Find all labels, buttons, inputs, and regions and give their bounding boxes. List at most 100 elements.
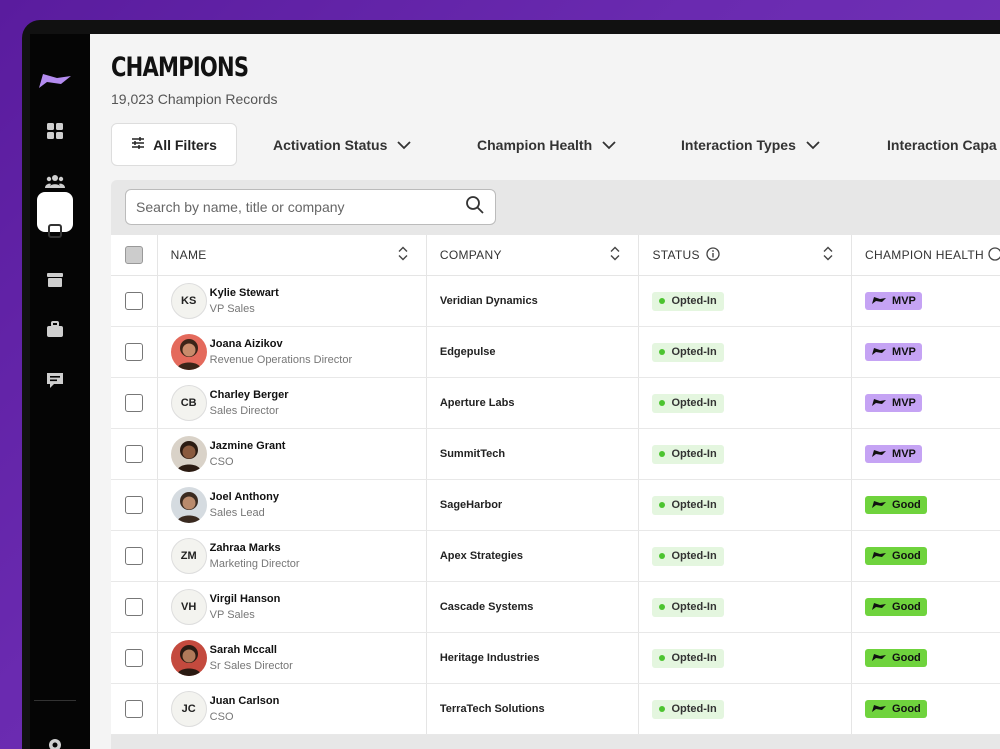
avatar: VH	[170, 589, 207, 625]
info-icon[interactable]	[988, 246, 1000, 264]
sort-icon[interactable]	[610, 246, 620, 264]
filter-champion-health[interactable]: Champion Health	[477, 123, 616, 166]
champion-name[interactable]: Jazmine Grant	[209, 440, 286, 452]
status-dot-icon	[659, 655, 666, 661]
champion-name[interactable]: Kylie Stewart	[209, 287, 279, 299]
status-dot-icon	[659, 349, 666, 355]
filter-label: Champion Health	[477, 136, 593, 153]
row-checkbox[interactable]	[124, 598, 143, 616]
logo-flag-icon[interactable]	[37, 70, 73, 90]
champion-title: VP Sales	[209, 609, 255, 621]
status-label: Opted-In	[671, 397, 717, 409]
flag-icon	[871, 652, 887, 665]
health-label: MVP	[892, 346, 916, 358]
health-badge: Good	[865, 649, 927, 667]
champion-title: Sr Sales Director	[209, 660, 293, 672]
row-checkbox[interactable]	[124, 547, 143, 565]
column-header-company[interactable]: COMPANY	[427, 235, 640, 275]
table-row[interactable]: Joel Anthony Sales Lead SageHarbor Opted…	[111, 480, 1000, 531]
table-row[interactable]: JC Juan Carlson CSO TerraTech Solutions …	[111, 684, 1000, 735]
champions-card-icon[interactable]	[44, 220, 66, 242]
sort-icon[interactable]	[823, 246, 833, 264]
row-checkbox[interactable]	[124, 343, 143, 361]
column-header-status[interactable]: STATUS	[639, 235, 853, 275]
chevron-down-icon	[397, 137, 411, 153]
info-icon[interactable]	[706, 246, 720, 264]
chevron-down-icon	[602, 137, 616, 153]
health-label: MVP	[892, 448, 916, 460]
status-dot-icon	[659, 553, 666, 559]
champion-name[interactable]: Charley Berger	[209, 389, 289, 401]
filter-interaction-capacity[interactable]: Interaction Capa	[887, 123, 997, 166]
company-cell: Apex Strategies	[427, 531, 640, 581]
name-cell: KS Kylie Stewart VP Sales	[158, 276, 427, 326]
champion-name[interactable]: Juan Carlson	[209, 695, 280, 707]
health-label: MVP	[892, 295, 916, 307]
flag-icon	[871, 499, 887, 512]
avatar	[170, 334, 207, 370]
champion-name[interactable]: Zahraa Marks	[209, 542, 281, 554]
message-icon[interactable]	[44, 369, 66, 391]
status-cell: Opted-In	[639, 531, 853, 581]
column-header-champion-health[interactable]: CHAMPION HEALTH	[852, 235, 1000, 275]
health-label: Good	[892, 601, 921, 613]
champion-name[interactable]: Joel Anthony	[209, 491, 279, 503]
people-icon[interactable]	[44, 170, 66, 192]
row-checkbox[interactable]	[124, 445, 143, 463]
name-cell: Sarah Mccall Sr Sales Director	[158, 633, 427, 683]
table-row[interactable]: Joana Aizikov Revenue Operations Directo…	[111, 327, 1000, 378]
table-row[interactable]: Sarah Mccall Sr Sales Director Heritage …	[111, 633, 1000, 684]
company-cell: Edgepulse	[427, 327, 640, 377]
champion-name[interactable]: Virgil Hanson	[209, 593, 281, 605]
name-cell: JC Juan Carlson CSO	[158, 684, 427, 734]
filter-activation-status[interactable]: Activation Status	[273, 123, 411, 166]
all-filters-button[interactable]: All Filters	[111, 123, 237, 166]
company-name: Edgepulse	[439, 346, 496, 358]
champion-title: CSO	[209, 711, 234, 723]
health-badge: MVP	[865, 445, 922, 463]
status-badge: Opted-In	[652, 342, 724, 362]
column-header-name[interactable]: NAME	[158, 235, 427, 275]
table-row[interactable]: Jazmine Grant CSO SummitTech Opted-In MV…	[111, 429, 1000, 480]
search-icon[interactable]	[465, 195, 485, 220]
avatar-initials: CB	[180, 397, 197, 409]
column-label: COMPANY	[439, 248, 502, 262]
settings-gear-icon[interactable]	[44, 734, 66, 749]
table-row[interactable]: KS Kylie Stewart VP Sales Veridian Dynam…	[111, 276, 1000, 327]
row-checkbox[interactable]	[124, 649, 143, 667]
filter-interaction-types[interactable]: Interaction Types	[681, 123, 820, 166]
table-row[interactable]: VH Virgil Hanson VP Sales Cascade System…	[111, 582, 1000, 633]
champion-name[interactable]: Joana Aizikov	[209, 338, 283, 350]
all-filters-label: All Filters	[153, 136, 217, 153]
status-label: Opted-In	[671, 703, 717, 715]
company-name: Cascade Systems	[439, 601, 534, 613]
chevron-down-icon	[806, 137, 820, 153]
archive-icon[interactable]	[44, 269, 66, 291]
avatar-initials: KS	[181, 295, 197, 307]
flag-icon	[871, 346, 887, 359]
champion-name[interactable]: Sarah Mccall	[209, 644, 277, 656]
row-checkbox[interactable]	[124, 292, 143, 310]
row-checkbox[interactable]	[124, 394, 143, 412]
table-row[interactable]: ZM Zahraa Marks Marketing Director Apex …	[111, 531, 1000, 582]
row-checkbox[interactable]	[124, 700, 143, 718]
briefcase-icon[interactable]	[44, 319, 66, 341]
health-label: Good	[892, 550, 921, 562]
main-content: CHAMPIONS 19,023 Champion Records All Fi…	[90, 34, 1000, 749]
name-cell: Jazmine Grant CSO	[158, 429, 427, 479]
sort-icon[interactable]	[398, 246, 408, 264]
status-dot-icon	[659, 604, 666, 610]
table-body: KS Kylie Stewart VP Sales Veridian Dynam…	[111, 276, 1000, 735]
flag-icon	[871, 550, 887, 563]
status-dot-icon	[659, 502, 666, 508]
dashboard-grid-icon[interactable]	[44, 120, 66, 142]
search-box[interactable]	[125, 189, 496, 225]
name-cell: CB Charley Berger Sales Director	[158, 378, 427, 428]
table-row[interactable]: CB Charley Berger Sales Director Apertur…	[111, 378, 1000, 429]
search-input[interactable]	[136, 199, 465, 215]
status-label: Opted-In	[671, 652, 717, 664]
row-checkbox[interactable]	[124, 496, 143, 514]
select-all-checkbox[interactable]	[124, 246, 143, 264]
name-cell: ZM Zahraa Marks Marketing Director	[158, 531, 427, 581]
company-name: Heritage Industries	[439, 652, 540, 664]
